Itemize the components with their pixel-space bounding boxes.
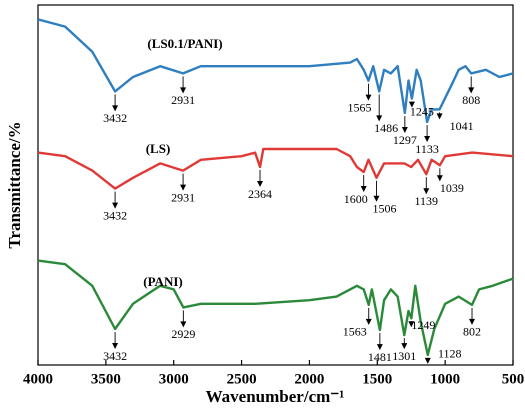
peak-arrowhead (112, 105, 119, 112)
peak-arrowhead (469, 318, 476, 325)
peak-arrowhead (401, 343, 408, 350)
x-tick-label: 2000 (294, 371, 324, 387)
plot-frame (37, 4, 514, 366)
x-tick-label: 3000 (159, 371, 189, 387)
series-label: (LS) (146, 141, 171, 156)
peak-arrowhead (180, 87, 187, 94)
peak-label: 2931 (171, 93, 195, 107)
peak-arrowhead (401, 127, 408, 133)
peak-label: 1565 (347, 100, 371, 114)
peak-label: 3432 (103, 349, 127, 363)
spectrum-line (37, 18, 514, 124)
series-label: (LS0.1/PANI) (147, 36, 222, 51)
peak-arrowhead (112, 202, 119, 209)
peak-label: 1139 (414, 194, 438, 208)
peak-arrowhead (373, 195, 380, 202)
y-axis-title: Transmittance/% (5, 121, 24, 248)
peak-label: 2931 (171, 190, 195, 204)
peak-arrowhead (257, 181, 264, 187)
peak-arrowhead (376, 344, 383, 351)
peak-arrowhead (436, 175, 443, 182)
peak-arrowhead (180, 184, 187, 191)
peak-arrowhead (360, 186, 367, 193)
peak-arrowhead (180, 321, 187, 328)
peak-label: 1301 (392, 349, 416, 363)
peak-label: 808 (462, 93, 480, 107)
peak-arrowhead (424, 136, 431, 142)
x-tick-label: 4000 (23, 371, 53, 387)
spectrum-line (37, 259, 514, 357)
peak-arrowhead (408, 321, 415, 328)
peak-label: 2364 (248, 187, 272, 201)
peak-label: 1481 (368, 350, 392, 364)
x-tick-label: 1000 (430, 371, 460, 387)
x-tick-label: 1500 (362, 371, 392, 387)
peak-label: 3432 (103, 208, 127, 222)
peak-label: 1600 (344, 192, 368, 206)
spectrum-line (37, 147, 514, 190)
peak-label: 1563 (343, 325, 367, 339)
peak-label: 1297 (393, 133, 417, 147)
peak-arrowhead (365, 318, 372, 325)
peak-label: 1245 (410, 104, 434, 118)
peak-arrowhead (365, 94, 372, 101)
x-axis-title: Wavenumber/cm⁻¹ (206, 387, 345, 406)
peak-label: 1039 (440, 181, 464, 195)
peak-label: 802 (463, 325, 481, 339)
peak-label: 3432 (103, 111, 127, 125)
peak-label: 1133 (415, 142, 439, 156)
peak-arrowhead (468, 87, 475, 94)
peak-arrowhead (436, 113, 443, 120)
peak-arrowhead (424, 357, 431, 364)
peak-arrowhead (423, 188, 430, 195)
peak-label: 2929 (171, 327, 195, 341)
peak-label: 1486 (374, 121, 398, 135)
peak-label: 1249 (411, 318, 435, 332)
peak-label: 1041 (450, 119, 474, 133)
peak-label: 1128 (438, 347, 462, 361)
peak-label: 1506 (372, 202, 396, 216)
peak-arrowhead (376, 115, 383, 122)
peak-arrowhead (112, 343, 119, 349)
series-label: (PANI) (143, 274, 182, 289)
peak-arrowhead (408, 101, 415, 108)
x-tick-label: 3500 (91, 371, 121, 387)
x-tick-label: 500 (502, 371, 525, 387)
x-tick-label: 2500 (227, 371, 257, 387)
